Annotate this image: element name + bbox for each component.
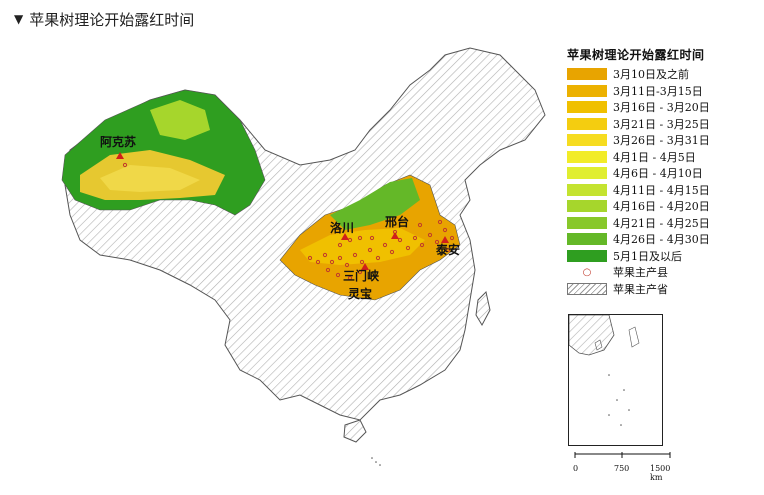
- city-label-taian: 泰安: [435, 242, 460, 257]
- apple-county-dots: [122, 162, 455, 281]
- county-dot-icon: ○: [582, 266, 592, 278]
- scale-zero: 0: [573, 464, 579, 473]
- inset-map: [568, 314, 640, 426]
- scale-bar: 0 750 1500 km: [570, 452, 680, 482]
- legend-item: 4月26日 - 4月30日: [567, 231, 757, 248]
- legend-item-label: 4月1日 - 4月5日: [613, 150, 696, 164]
- city-label-lingbao: 灵宝: [348, 286, 372, 301]
- legend-item: 4月1日 - 4月5日: [567, 149, 757, 166]
- city-label-luochuan: 洛川: [330, 220, 354, 235]
- legend-item-label: 3月11日-3月15日: [613, 84, 703, 98]
- legend-item-label: 3月16日 - 3月20日: [613, 101, 710, 115]
- city-marker-akesu: [116, 152, 124, 159]
- scale-end: 1500 km: [650, 464, 671, 482]
- south-china-sea-inset: [568, 314, 663, 446]
- city-marker-sanmenxia: [361, 263, 369, 270]
- legend-item: 5月1日及以后: [567, 248, 757, 265]
- legend-item: 3月26日 - 3月31日: [567, 132, 757, 149]
- legend: 苹果树理论开始露红时间 3月10日及之前 3月11日-3月15日 3月16日 - 3…: [567, 46, 757, 297]
- legend-item: 4月6日 - 4月10日: [567, 165, 757, 182]
- legend-item: 4月16日 - 4月20日: [567, 198, 757, 215]
- legend-item: 3月11日-3月15日: [567, 83, 757, 100]
- legend-title: 苹果树理论开始露红时间: [567, 48, 705, 62]
- city-markers: [116, 152, 449, 270]
- collapse-caret-icon[interactable]: ▼: [14, 12, 24, 26]
- legend-item: 4月11日 - 4月15日: [567, 182, 757, 199]
- legend-item-label: 3月21日 - 3月25日: [613, 117, 710, 131]
- legend-county: ○ 苹果主产县: [567, 264, 757, 281]
- legend-item: 3月10日及之前: [567, 66, 757, 83]
- legend-swatch: [567, 134, 607, 147]
- legend-swatch: [567, 216, 607, 229]
- hainan-island: [343, 419, 367, 443]
- page-title: 苹果树理论开始露红时间: [29, 10, 195, 29]
- city-label-sanmenxia: 三门峡: [343, 268, 379, 283]
- province-hatch-swatch: [567, 282, 607, 295]
- legend-item-label: 3月10日及之前: [613, 68, 689, 82]
- legend-item-label: 4月21日 - 4月25日: [613, 216, 710, 230]
- scale-mid: 750: [614, 464, 630, 473]
- legend-swatch: [567, 167, 607, 180]
- legend-item-label: 4月26日 - 4月30日: [613, 233, 710, 247]
- legend-item-label: 4月16日 - 4月20日: [613, 200, 710, 214]
- city-label-akesu: 阿克苏: [100, 134, 136, 149]
- city-label-xingtai: 邢台: [385, 214, 409, 229]
- legend-item-label: 4月11日 - 4月15日: [613, 183, 710, 197]
- legend-province-label: 苹果主产省: [613, 282, 668, 296]
- scale-bar-graphic: [574, 452, 671, 458]
- legend-swatch: [567, 68, 607, 81]
- legend-swatch: [567, 150, 607, 163]
- legend-swatch: [567, 183, 607, 196]
- legend-swatch: [567, 249, 607, 262]
- north-china-upper: [330, 178, 420, 230]
- legend-item: 3月21日 - 3月25日: [567, 116, 757, 133]
- page-header: ▼ 苹果树理论开始露红时间: [14, 8, 194, 30]
- legend-swatch: [567, 101, 607, 114]
- xinjiang-mid: [150, 100, 210, 140]
- city-marker-taian: [441, 236, 449, 243]
- legend-item: 4月21日 - 4月25日: [567, 215, 757, 232]
- tarim-inner: [100, 165, 200, 192]
- legend-province: 苹果主产省: [567, 281, 757, 298]
- south-sea-dots: [371, 457, 381, 466]
- taiwan-island: [475, 291, 491, 327]
- legend-swatch: [567, 200, 607, 213]
- legend-swatch: [567, 84, 607, 97]
- legend-item-label: 4月6日 - 4月10日: [613, 167, 703, 181]
- legend-swatch: [567, 233, 607, 246]
- legend-county-label: 苹果主产县: [613, 266, 668, 280]
- legend-item-label: 5月1日及以后: [613, 249, 682, 263]
- city-marker-xingtai: [391, 232, 399, 239]
- city-marker-luochuan: [341, 233, 349, 240]
- legend-swatch: [567, 117, 607, 130]
- legend-item: 3月16日 - 3月20日: [567, 99, 757, 116]
- legend-item-label: 3月26日 - 3月31日: [613, 134, 710, 148]
